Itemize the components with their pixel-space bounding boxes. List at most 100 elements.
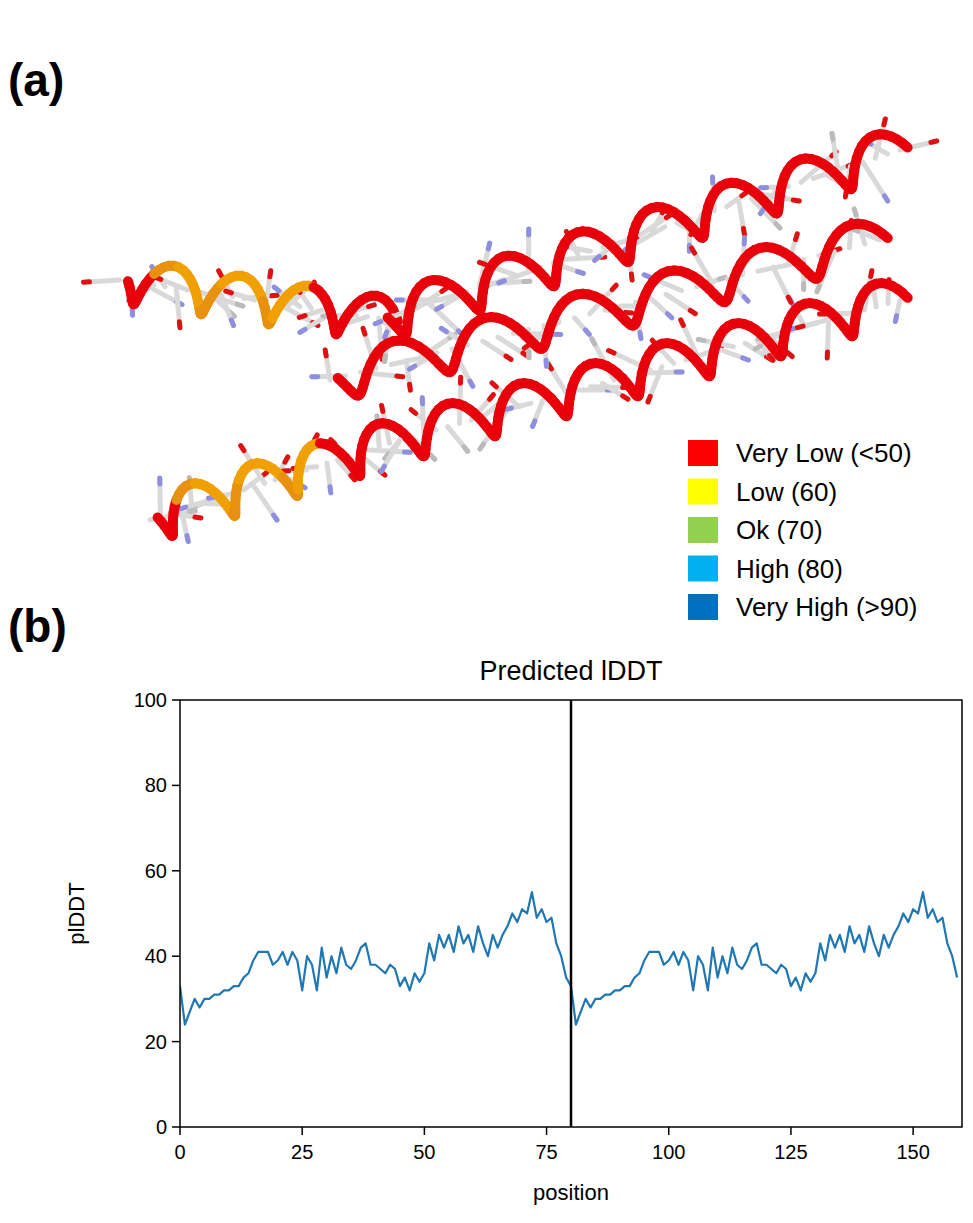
side-chain [827,320,828,358]
side-chain-atom [638,333,644,339]
x-tick [301,1127,303,1135]
side-chain-atom [226,291,232,293]
side-chain-atom [895,316,896,322]
background [0,0,973,1223]
side-chain-atom [396,298,402,303]
side-chain-atom [381,466,384,471]
side-chain-atom [648,396,650,402]
side-chain [506,403,531,409]
side-chain [381,440,400,471]
side-chain [863,162,888,201]
y-tick [172,1041,180,1043]
x-tick-label: 75 [535,1141,557,1163]
x-tick-label: 25 [291,1141,313,1163]
side-chain-atom [231,320,233,326]
side-chain-atom [931,141,937,142]
plddt-line [180,892,957,1024]
side-chain-atom [744,297,748,301]
side-chain [406,361,410,391]
side-chain-atom [533,421,535,427]
helix-ribbon [882,234,887,238]
side-chain-atom [644,275,650,277]
chart-title: Predicted lDDT [479,656,662,686]
legend-swatch [688,517,718,543]
side-chain-atom [267,271,273,277]
side-chain-atom [458,377,463,383]
side-chain-atom [157,478,162,484]
x-tick [179,1127,181,1135]
side-chain [832,133,838,170]
x-tick-label: 150 [896,1141,929,1163]
side-chain-atom [719,277,725,279]
side-chain-atom [506,356,511,359]
side-chain-atom [692,248,695,253]
side-chain [254,487,277,520]
side-chain-atom [788,353,793,357]
side-chain-atom [526,352,531,358]
y-tick [172,785,180,787]
x-tick [912,1127,914,1135]
side-chain [666,294,695,313]
y-tick-label: 20 [145,1031,167,1053]
side-chain-atom [404,449,410,454]
side-chain-atom [187,536,188,542]
side-chain-atom [480,262,486,264]
side-chain-atom [83,279,89,284]
side-chain [157,478,163,517]
side-chain-atom [368,305,374,307]
side-chain-atom [262,472,267,476]
x-axis-title: position [533,1180,609,1205]
side-chain [574,318,589,335]
chain-divider [570,700,573,1127]
side-chain-atom [285,457,288,462]
side-chain-atom [363,328,365,334]
legend-swatch [688,479,718,505]
side-chain-atom [681,320,684,325]
y-tick-label: 80 [145,774,167,796]
side-chain-atom [382,406,383,412]
legend-label: Low (60) [736,477,837,507]
side-chain-atom [397,374,403,380]
legend-swatch [688,556,718,582]
side-chain-atom [431,455,435,459]
side-chain-atom [884,119,885,125]
side-chain [300,312,334,333]
x-tick-label: 50 [413,1141,435,1163]
side-chain-atom [592,339,595,344]
side-chain-atom [323,350,329,356]
side-chain-atom [375,321,381,323]
y-tick-label: 0 [156,1116,167,1138]
side-chain [480,410,507,449]
side-chain-atom [667,314,671,318]
side-chain [327,463,331,492]
side-chain-atom [300,329,305,332]
plot-frame [180,700,962,1127]
side-chain-atom [237,304,243,306]
side-chain-atom [274,515,277,520]
side-chain [155,277,187,290]
side-chain-atom [441,328,446,331]
side-chain-atom [755,346,760,349]
side-chain [797,317,840,328]
side-chain-atom [871,271,872,277]
side-chain-atom [801,284,806,290]
side-chain-atom [544,360,549,366]
side-chain-atom [499,281,505,283]
figure: (a)Very Low (<50)Low (60)Ok (70)High (80… [0,0,973,1223]
plot-area [180,700,957,1127]
side-chain [727,192,747,207]
side-chain [491,281,529,283]
side-chain-atom [177,322,183,328]
side-chain-atom [742,238,747,244]
side-chain-atom [760,209,763,214]
side-chain-atom [609,350,614,353]
side-chain-atom [769,356,773,361]
side-chain-atom [555,332,561,337]
side-chain-atom [492,383,497,387]
side-chain [437,292,467,310]
legend-label: Very High (>90) [736,592,917,622]
y-tick-label: 40 [145,945,167,967]
side-chain-atom [241,446,244,451]
side-chain-atom [612,285,616,289]
side-chain-atom [328,487,334,493]
